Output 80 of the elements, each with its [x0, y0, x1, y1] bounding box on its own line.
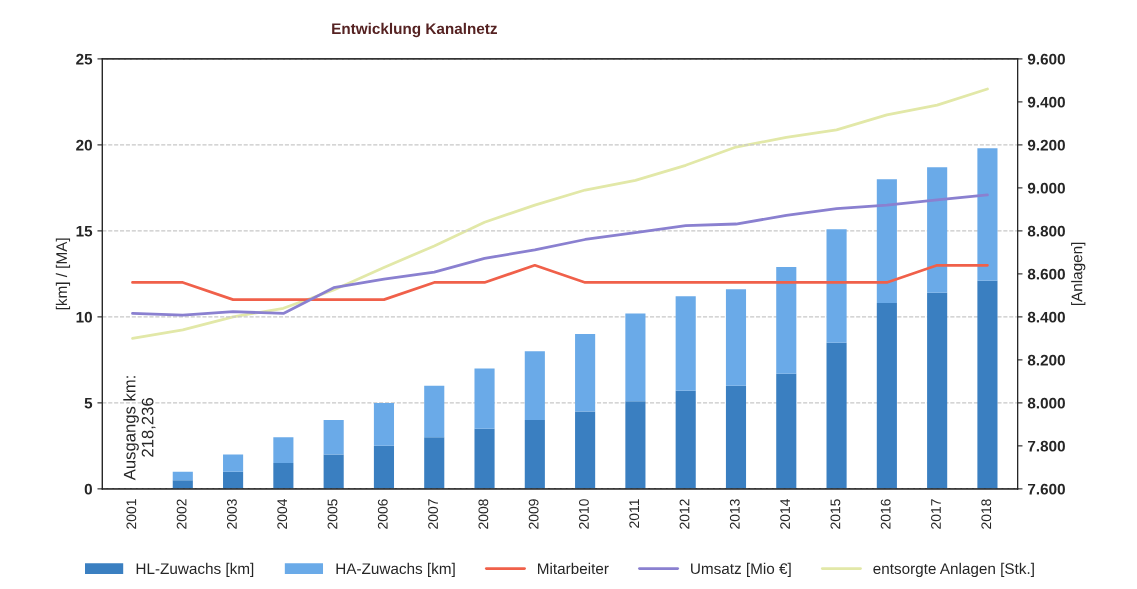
- y-tick-label: 25: [76, 53, 93, 65]
- x-tick-label: 2018: [981, 499, 992, 529]
- bar: [876, 179, 897, 304]
- y2-tick-label: 8.600: [1027, 268, 1065, 280]
- bar: [474, 368, 495, 429]
- legend-label: Mitarbeiter: [538, 562, 609, 575]
- bar: [323, 420, 344, 455]
- bar: [927, 292, 948, 489]
- bar: [524, 351, 545, 421]
- y2-tick-label: 9.000: [1027, 182, 1065, 194]
- bar: [373, 402, 395, 446]
- legend-label: HL-Zuwachs [km]: [136, 562, 254, 578]
- bar: [474, 428, 495, 489]
- x-tick-label: 2002: [176, 499, 187, 529]
- legend-label: HA-Zuwachs [km]: [336, 562, 455, 578]
- y2-tick-label: 9.200: [1027, 139, 1065, 151]
- y2-tick-label: 8.400: [1027, 311, 1065, 323]
- chart-title: Entwicklung Kanalnetz: [332, 22, 497, 38]
- bar: [424, 385, 445, 438]
- bar: [675, 390, 696, 489]
- x-tick-label: 2001: [126, 499, 137, 529]
- bar: [223, 454, 244, 472]
- bar: [625, 313, 646, 402]
- y2-tick-label: 9.400: [1027, 96, 1065, 108]
- bar: [977, 280, 998, 489]
- x-tick-label: 2007: [428, 499, 438, 529]
- annotation: Ausgangs km: 218,236: [123, 376, 156, 481]
- y2-tick-label: 8.200: [1027, 354, 1065, 366]
- x-tick-label: 2016: [880, 499, 891, 529]
- bar: [273, 463, 294, 489]
- bar: [725, 289, 747, 386]
- bar: [273, 437, 294, 464]
- legend-label: entsorgte Anlagen [Stk.]: [873, 562, 1034, 578]
- y2-tick-label: 7.600: [1027, 483, 1065, 495]
- x-tick-label: 2012: [679, 499, 690, 529]
- y2-tick-label: 7.800: [1027, 440, 1065, 452]
- y-tick-label: 0: [84, 483, 92, 495]
- x-tick-label: 2008: [478, 499, 489, 529]
- bar: [826, 229, 847, 343]
- bar: [172, 480, 193, 489]
- y-tick-label: 5: [84, 397, 93, 409]
- bar: [575, 411, 596, 489]
- x-tick-label: 2014: [780, 499, 791, 529]
- x-tick-label: 2003: [226, 499, 237, 529]
- line-series: [131, 193, 989, 317]
- x-tick-label: 2004: [277, 499, 288, 529]
- bar: [625, 401, 646, 489]
- x-tick-label: 2011: [629, 499, 640, 528]
- bar: [524, 420, 545, 489]
- legend-label: Umsatz [Mio €]: [691, 562, 791, 578]
- bar: [172, 471, 193, 481]
- y2-tick-label: 8.800: [1027, 225, 1065, 237]
- bar: [776, 373, 797, 489]
- bar: [675, 296, 696, 391]
- x-tick-label: 2009: [528, 499, 539, 529]
- y2-tick-label: 9.600: [1027, 53, 1065, 65]
- bar: [424, 437, 445, 489]
- y-tick-label: 15: [76, 225, 93, 237]
- bar: [977, 148, 998, 281]
- bar: [725, 385, 747, 489]
- y-axis-title: [km] / [MA]: [55, 238, 71, 310]
- bar: [575, 334, 596, 412]
- line-series: [131, 87, 989, 340]
- x-tick-label: 2006: [377, 499, 388, 529]
- x-tick-label: 2017: [931, 499, 941, 529]
- y-tick-label: 10: [76, 311, 92, 323]
- y2-axis-title: [Anlagen]: [1071, 242, 1086, 306]
- bar: [373, 445, 395, 489]
- bar: [223, 471, 244, 489]
- x-tick-label: 2015: [830, 499, 841, 529]
- y2-tick-label: 8.000: [1027, 397, 1065, 409]
- y-tick-label: 20: [76, 139, 92, 151]
- bar: [876, 303, 897, 489]
- x-tick-label: 2005: [327, 499, 338, 529]
- x-tick-label: 2013: [729, 499, 740, 529]
- x-tick-label: 2010: [579, 499, 589, 529]
- bar: [826, 342, 847, 489]
- bar: [776, 267, 797, 374]
- bar: [323, 454, 344, 489]
- bar: [927, 167, 948, 293]
